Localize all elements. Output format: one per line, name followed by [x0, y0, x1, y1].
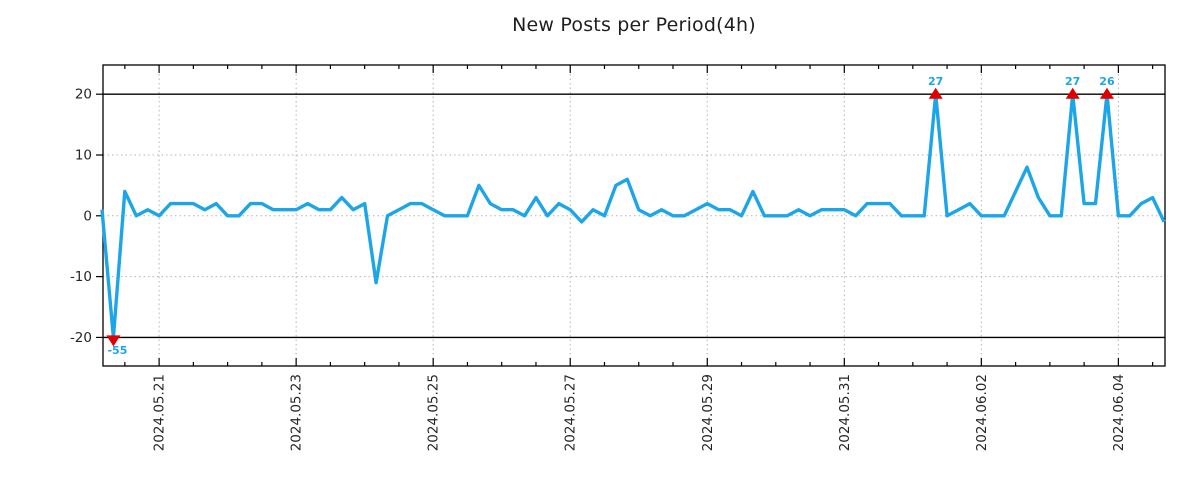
x-tick-label: 2024.05.25 — [426, 374, 442, 451]
clipped-peak-marker — [928, 87, 943, 99]
y-tick-label: 20 — [75, 87, 92, 103]
data-line — [100, 92, 1166, 340]
y-tick-label: 10 — [75, 147, 92, 163]
x-tick-label: 2024.05.31 — [837, 374, 853, 451]
x-tick-label: 2024.05.21 — [152, 374, 168, 451]
x-tick-label: 2024.06.02 — [974, 374, 990, 451]
peak-value-label: 27 — [928, 75, 943, 88]
clipped-min-marker — [106, 335, 121, 347]
y-tick-label: -10 — [70, 269, 92, 285]
x-tick-label: 2024.05.27 — [563, 374, 579, 451]
clipped-peak-marker — [1065, 87, 1080, 99]
peak-value-label: 26 — [1099, 75, 1115, 88]
x-tick-label: 2024.05.29 — [700, 374, 716, 451]
x-tick-label: 2024.06.04 — [1111, 374, 1127, 451]
min-value-label: -55 — [107, 344, 127, 357]
chart-title: New Posts per Period(4h) — [512, 14, 756, 36]
y-tick-label: 0 — [83, 208, 92, 224]
clipped-peak-marker — [1099, 87, 1114, 99]
y-tick-label: -20 — [70, 330, 92, 346]
peak-value-label: 27 — [1065, 75, 1080, 88]
x-tick-label: 2024.05.23 — [289, 374, 305, 451]
